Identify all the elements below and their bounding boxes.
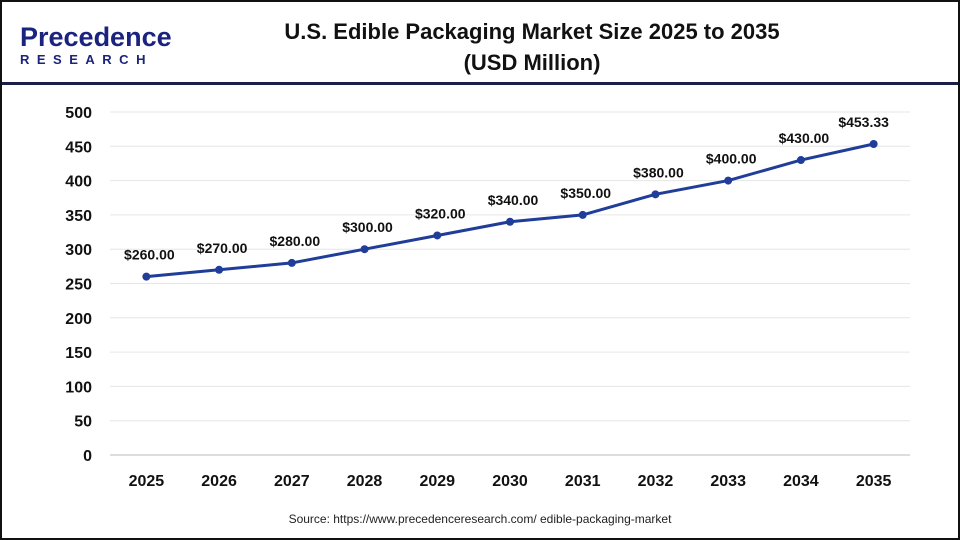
chart-title: U.S. Edible Packaging Market Size 2025 t… (252, 16, 812, 78)
series-line (146, 142, 874, 279)
data-point (651, 190, 660, 199)
x-tick-label: 2025 (129, 473, 165, 490)
x-tick-label: 2030 (492, 473, 528, 490)
y-tick-label: 0 (83, 448, 92, 465)
title-line2: (USD Million) (463, 50, 601, 75)
x-tick-label: 2026 (201, 473, 237, 490)
data-label: $430.00 (779, 130, 830, 146)
data-label: $300.00 (342, 219, 393, 235)
x-tick-label: 2032 (638, 473, 674, 490)
y-tick-label: 200 (65, 311, 92, 328)
x-tick-label: 2031 (565, 473, 601, 490)
x-tick-label: 2033 (710, 473, 746, 490)
y-tick-label: 450 (65, 139, 92, 156)
y-tick-label: 500 (65, 105, 92, 122)
y-tick-label: 350 (65, 208, 92, 225)
data-label: $280.00 (270, 233, 321, 249)
title-line1: U.S. Edible Packaging Market Size 2025 t… (284, 19, 780, 44)
x-tick-label: 2035 (856, 473, 892, 490)
y-tick-label: 150 (65, 345, 92, 362)
x-tick-label: 2029 (419, 473, 455, 490)
data-label: $260.00 (124, 247, 175, 263)
logo: Precedence RESEARCH (20, 22, 172, 68)
y-tick-label: 50 (74, 414, 92, 431)
data-label: $340.00 (488, 192, 539, 208)
y-tick-label: 250 (65, 277, 92, 294)
x-tick-label: 2034 (783, 473, 819, 490)
data-label: $350.00 (560, 185, 611, 201)
data-label: $320.00 (415, 205, 466, 221)
data-label: $400.00 (706, 151, 757, 167)
data-label: $270.00 (197, 240, 248, 256)
logo-line1: Precedence (20, 22, 172, 52)
data-point (578, 210, 587, 219)
source-text: Source: https://www.precedenceresearch.c… (288, 512, 672, 526)
y-tick-label: 400 (65, 174, 92, 191)
data-point (215, 265, 224, 274)
data-point (869, 140, 878, 149)
data-label: $380.00 (633, 164, 684, 180)
data-point (360, 245, 369, 254)
x-tick-label: 2028 (347, 473, 383, 490)
data-point (433, 231, 442, 240)
data-point (506, 217, 514, 226)
data-point (796, 156, 805, 165)
data-label: $453.33 (838, 114, 889, 130)
y-tick-label: 300 (65, 242, 92, 259)
y-tick-label: 100 (65, 379, 92, 396)
logo-line2: RESEARCH (20, 52, 153, 67)
data-point (724, 176, 733, 185)
data-point (142, 272, 151, 281)
header-divider (2, 82, 958, 85)
data-point (287, 258, 296, 267)
x-tick-label: 2027 (274, 473, 310, 490)
